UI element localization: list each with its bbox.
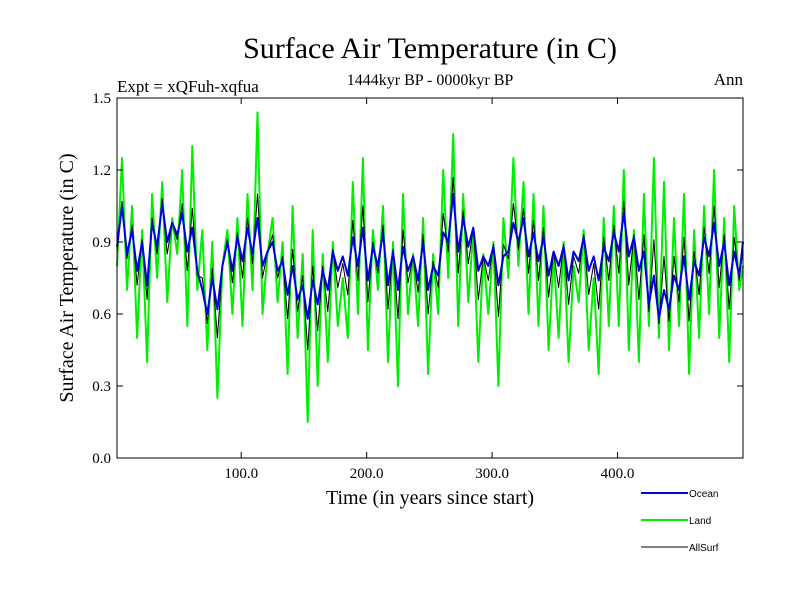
series-line-land bbox=[116, 111, 744, 423]
season-label: Ann bbox=[714, 70, 744, 89]
legend: Ocean Land AllSurf bbox=[641, 489, 719, 554]
y-tick-label: 0.3 bbox=[92, 379, 111, 395]
legend-label-land: Land bbox=[689, 516, 711, 527]
y-tick-label: 0.6 bbox=[92, 307, 111, 323]
series-line-ocean bbox=[116, 193, 744, 320]
x-tick-label: 100.0 bbox=[224, 466, 258, 482]
x-tick-label: 400.0 bbox=[601, 466, 635, 482]
legend-label-ocean: Ocean bbox=[689, 489, 718, 500]
y-tick-label: 1.5 bbox=[92, 91, 111, 107]
y-axis-label: Surface Air Temperature (in C) bbox=[56, 153, 78, 402]
chart-subtitle: 1444kyr BP - 0000kyr BP bbox=[347, 72, 514, 89]
experiment-label: Expt = xQFuh-xqfua bbox=[117, 77, 259, 96]
y-tick-label: 0.9 bbox=[92, 235, 111, 251]
ticks-layer: 100.0 200.0 300.0 400.0 0.0 0.3 0.6 0.9 1.2 1.5 bbox=[92, 91, 743, 482]
x-tick-label: 300.0 bbox=[475, 466, 509, 482]
x-tick-label: 200.0 bbox=[350, 466, 384, 482]
series-layer bbox=[116, 111, 744, 423]
x-axis-label: Time (in years since start) bbox=[326, 487, 534, 509]
plot-frame bbox=[116, 97, 744, 459]
y-tick-label: 1.2 bbox=[92, 163, 111, 179]
chart-title: Surface Air Temperature (in C) bbox=[243, 32, 617, 65]
y-tick-label: 0.0 bbox=[92, 451, 111, 467]
legend-label-allsurf: AllSurf bbox=[689, 543, 719, 554]
